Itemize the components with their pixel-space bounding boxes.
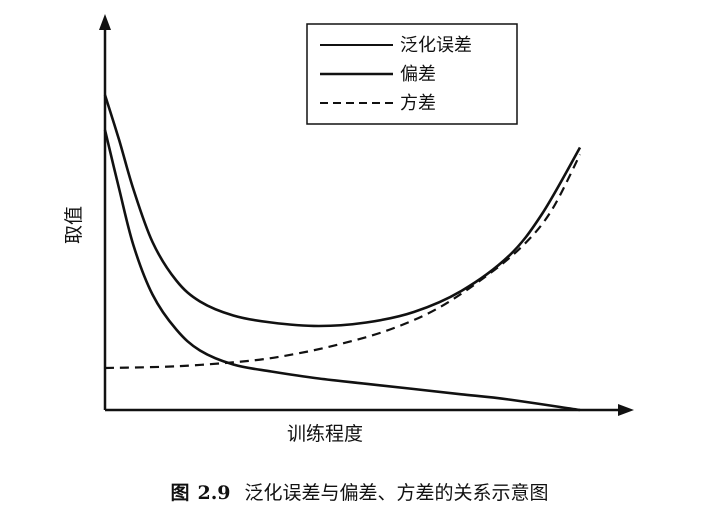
caption-label: 图	[170, 482, 190, 504]
caption-text: 泛化误差与偏差、方差的关系示意图	[244, 482, 549, 504]
x-axis-arrowhead	[618, 404, 634, 416]
bias-variance-chart: 取值 训练程度 泛化误差 偏差 方差	[63, 14, 634, 445]
y-axis-arrowhead	[99, 14, 111, 30]
bias-curve	[103, 129, 581, 412]
y-axis-label: 取值	[63, 206, 85, 244]
legend: 泛化误差 偏差 方差	[306, 23, 518, 125]
axes	[99, 14, 634, 416]
caption-number: 2.9	[197, 482, 231, 504]
legend-box	[306, 23, 518, 125]
variance-curve	[104, 154, 581, 370]
series-lines	[103, 94, 582, 412]
legend-label-generalization-error: 泛化误差	[400, 35, 472, 56]
x-axis-label: 训练程度	[287, 423, 363, 445]
legend-label-bias: 偏差	[400, 64, 436, 85]
generalization-error-curve	[103, 94, 582, 328]
figure-caption: 图 2.9 泛化误差与偏差、方差的关系示意图	[0, 478, 719, 505]
legend-label-variance: 方差	[400, 93, 436, 114]
